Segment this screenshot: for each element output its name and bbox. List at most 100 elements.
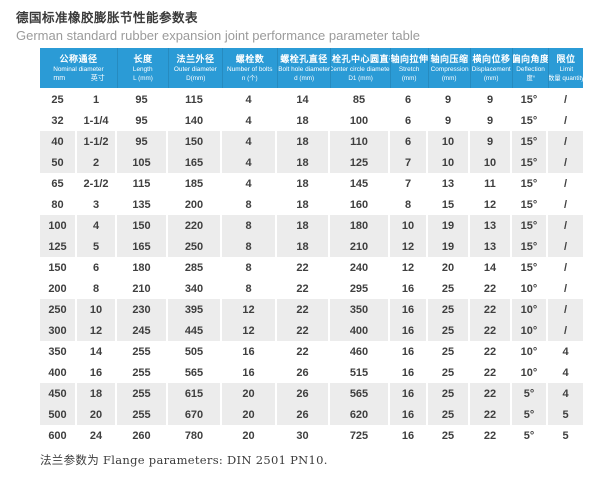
table-cell: 300: [40, 320, 77, 341]
table-cell: 22: [470, 320, 512, 341]
table-cell: 9: [470, 110, 512, 131]
column-header-zh: 长度: [133, 53, 153, 64]
table-cell: 9: [428, 110, 470, 131]
column-header-en: Length: [133, 65, 153, 73]
table-cell: 15°: [512, 236, 548, 257]
table-cell: /: [548, 236, 583, 257]
table-cell: 505: [168, 341, 222, 362]
table-cell: 7: [390, 152, 428, 173]
table-row: 25 1 95 115 4 14 85 6 9 9 15° /: [40, 89, 583, 110]
table-cell: 150: [117, 215, 168, 236]
table-cell: 22: [277, 299, 330, 320]
column-header: 螺栓孔直径 Bolt hole diameter d (mm): [277, 48, 330, 88]
table-cell: 565: [168, 362, 222, 383]
table-cell: 6: [77, 257, 117, 278]
table-row: 40 1-1/2 95 150 4 18 110 6 10 9 15° /: [40, 131, 583, 152]
table-cell: 100: [330, 110, 390, 131]
table-cell: 340: [168, 278, 222, 299]
column-header: 偏向角度 Deflection 度°: [512, 48, 548, 88]
table-row: 500 20 255 670 20 26 620 16 25 22 5° 5: [40, 404, 583, 425]
table-cell: 22: [277, 257, 330, 278]
column-header-unit: (mm): [402, 74, 417, 82]
table-cell: 445: [168, 320, 222, 341]
table-cell: 4: [222, 110, 277, 131]
table-cell: 4: [222, 131, 277, 152]
table-cell: 4: [222, 89, 277, 110]
table-cell: 255: [117, 362, 168, 383]
table-cell: 22: [470, 341, 512, 362]
table-cell: 12: [222, 320, 277, 341]
column-header-unit: d (mm): [294, 74, 314, 82]
table-cell: 6: [390, 131, 428, 152]
table-cell: 12: [390, 257, 428, 278]
column-header-en: Compression: [430, 65, 469, 73]
table-cell: 18: [277, 110, 330, 131]
table-cell: 26: [277, 383, 330, 404]
table-cell: 20: [222, 425, 277, 446]
table-cell: 450: [40, 383, 77, 404]
table-row: 400 16 255 565 16 26 515 16 25 22 10° 4: [40, 362, 583, 383]
table-body: 25 1 95 115 4 14 85 6 9 9 15°/32 1-1/4 95 140 4 18 100 6 9…: [40, 89, 583, 446]
table-cell: 620: [330, 404, 390, 425]
table-cell: 4: [548, 383, 583, 404]
table-cell: 460: [330, 341, 390, 362]
table-cell: 350: [330, 299, 390, 320]
table-cell: 4: [562, 345, 569, 358]
page-title-en: German standard rubber expansion joint p…: [16, 28, 420, 43]
table-cell: 16: [390, 320, 428, 341]
table-row: 300 12 245 445 12 22 400 16 25 22 10° /: [40, 320, 583, 341]
table-cell: 5°: [512, 425, 548, 446]
table-cell: /: [563, 282, 568, 295]
column-header-en: Outer diameter: [174, 65, 217, 73]
table-cell: 500: [40, 404, 77, 425]
column-header-en: Bolt hole diameter: [278, 65, 330, 73]
table-cell: 5°: [512, 404, 548, 425]
table-cell: 95: [117, 110, 168, 131]
table-cell: 125: [40, 236, 77, 257]
column-header-unit: D1 (mm): [348, 74, 373, 82]
table-cell: 1-1/2: [77, 131, 117, 152]
table-row: 250 10 230 395 12 22 350 16 25 22 10° /: [40, 299, 583, 320]
table-cell: 115: [168, 89, 222, 110]
table-cell: /: [563, 93, 568, 106]
table-cell: 8: [390, 194, 428, 215]
column-header-en: Displacement: [471, 65, 512, 73]
table-cell: 15°: [512, 152, 548, 173]
table-cell: 150: [40, 257, 77, 278]
table-cell: 185: [168, 173, 222, 194]
table-cell: 11: [470, 173, 512, 194]
table-cell: 24: [77, 425, 117, 446]
flange-parameters-note: 法兰参数为 Flange parameters: DIN 2501 PN10.: [40, 453, 328, 467]
table-cell: 565: [330, 383, 390, 404]
table-cell: 15°: [512, 215, 548, 236]
table-cell: 14: [277, 89, 330, 110]
table-cell: 245: [117, 320, 168, 341]
table-row: 600 24 260 780 20 30 725 16 25 22 5° 5: [40, 425, 583, 446]
table-cell: 400: [40, 362, 77, 383]
table-cell: 18: [77, 383, 117, 404]
table-cell: 4: [222, 152, 277, 173]
table-cell: 255: [117, 383, 168, 404]
table-cell: 12: [470, 194, 512, 215]
column-header-en: Limit: [559, 65, 573, 73]
table-cell: 295: [330, 278, 390, 299]
table-cell: 4: [562, 366, 569, 379]
table-cell: 18: [277, 152, 330, 173]
table-row: 50 2 105 165 4 18 125 7 10 10 15° /: [40, 152, 583, 173]
table-cell: 110: [330, 131, 390, 152]
table-cell: /: [548, 131, 583, 152]
table-cell: 25: [428, 278, 470, 299]
column-header-en: Number of bolts: [227, 65, 273, 73]
table-cell: 780: [168, 425, 222, 446]
table-cell: 160: [330, 194, 390, 215]
table-cell: 6: [390, 110, 428, 131]
column-header-zh: 轴向拉伸: [390, 53, 428, 64]
table-cell: 13: [470, 236, 512, 257]
table-cell: 255: [117, 404, 168, 425]
table-cell: 18: [277, 236, 330, 257]
table-cell: /: [563, 198, 568, 211]
table-row: 125 5 165 250 8 18 210 12 19 13 15° /: [40, 236, 583, 257]
table-cell: 6: [390, 89, 428, 110]
table-cell: 12: [77, 320, 117, 341]
